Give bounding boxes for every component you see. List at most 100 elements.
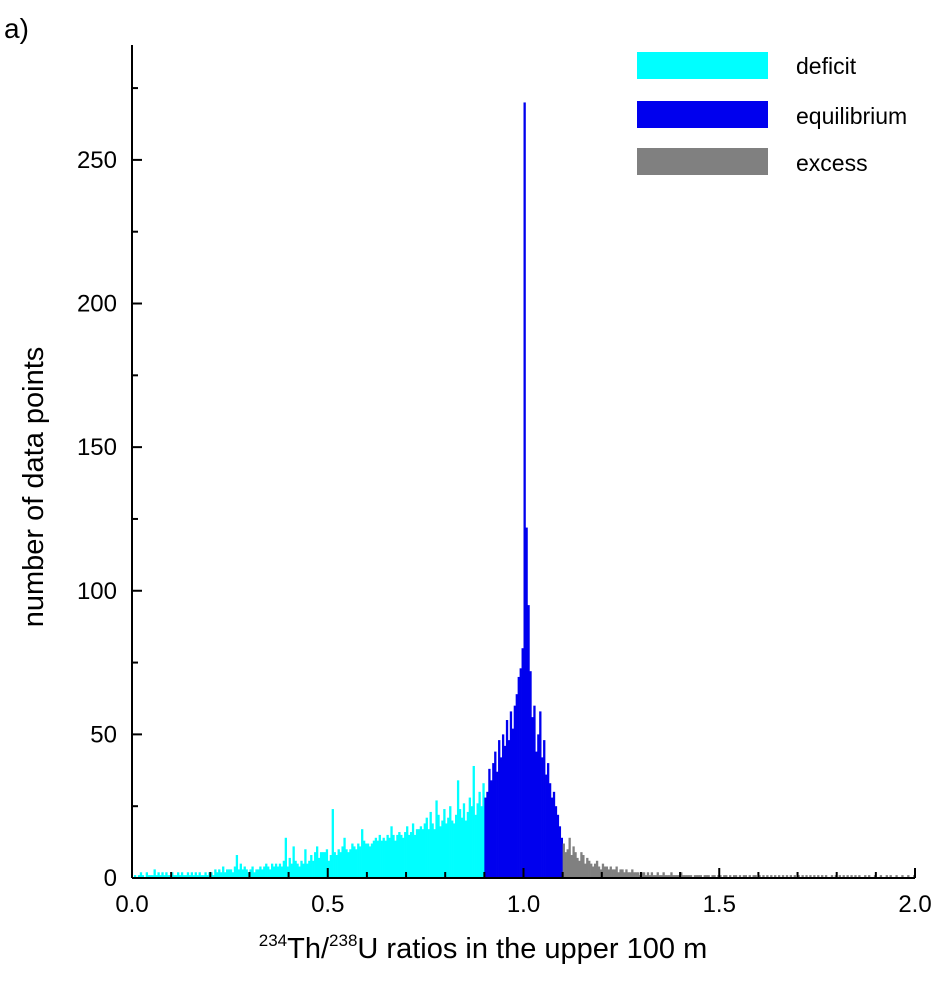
bar-deficit-95 bbox=[317, 857, 321, 878]
bar-excess-92 bbox=[742, 875, 746, 878]
bar-deficit-98 bbox=[323, 852, 327, 878]
bar-deficit-122 bbox=[370, 843, 374, 878]
bar-equilibrium-0 bbox=[484, 797, 487, 878]
bar-deficit-62 bbox=[253, 872, 256, 878]
bar-deficit-173 bbox=[470, 806, 473, 878]
bar-excess-87 bbox=[732, 875, 736, 878]
bar-excess-82 bbox=[723, 875, 726, 878]
bar-deficit-51 bbox=[231, 872, 235, 878]
bar-deficit-66 bbox=[261, 869, 264, 878]
bar-equilibrium-19 bbox=[521, 648, 524, 878]
bar-deficit-148 bbox=[421, 829, 425, 878]
bar-deficit-119 bbox=[364, 843, 368, 878]
bar-equilibrium-26 bbox=[535, 751, 538, 878]
bar-excess-3 bbox=[568, 837, 571, 878]
bar-deficit-131 bbox=[388, 837, 391, 878]
bar-deficit-107 bbox=[341, 846, 344, 878]
bar-deficit-127 bbox=[380, 840, 383, 878]
bar-excess-73 bbox=[705, 875, 708, 878]
bar-deficit-151 bbox=[427, 829, 430, 878]
bar-deficit-29 bbox=[188, 875, 192, 878]
bar-deficit-72 bbox=[272, 866, 276, 878]
bar-equilibrium-20 bbox=[523, 102, 526, 878]
bar-equilibrium-25 bbox=[533, 705, 536, 878]
bar-excess-128 bbox=[813, 875, 816, 878]
bar-equilibrium-28 bbox=[539, 711, 542, 878]
bar-excess-156 bbox=[868, 875, 871, 878]
bar-deficit-31 bbox=[192, 875, 195, 878]
bar-deficit-9 bbox=[149, 875, 152, 878]
bar-deficit-175 bbox=[474, 814, 477, 878]
bar-deficit-16 bbox=[163, 875, 166, 878]
bar-equilibrium-36 bbox=[554, 806, 558, 878]
bar-equilibrium-18 bbox=[519, 668, 522, 878]
bar-deficit-118 bbox=[362, 840, 366, 878]
bar-equilibrium-30 bbox=[543, 740, 546, 878]
x-axis-title-sup1: 234 bbox=[259, 931, 287, 950]
bar-deficit-144 bbox=[413, 834, 417, 878]
bar-deficit-13 bbox=[157, 872, 160, 878]
bar-deficit-97 bbox=[321, 852, 325, 878]
x-tick-label: 1.0 bbox=[507, 891, 540, 918]
bar-deficit-170 bbox=[464, 820, 468, 878]
bar-deficit-124 bbox=[374, 837, 378, 878]
bar-excess-74 bbox=[707, 875, 710, 878]
bar-excess-51 bbox=[662, 872, 665, 878]
bar-excess-45 bbox=[650, 872, 654, 878]
bar-excess-2 bbox=[566, 849, 569, 878]
bar-excess-122 bbox=[801, 875, 804, 878]
bar-excess-61 bbox=[682, 875, 685, 878]
bar-excess-124 bbox=[805, 875, 808, 878]
panel-label: a) bbox=[4, 13, 29, 44]
bar-excess-118 bbox=[793, 875, 796, 878]
bar-equilibrium-16 bbox=[515, 694, 518, 878]
bar-excess-65 bbox=[689, 875, 693, 878]
bar-excess-41 bbox=[642, 872, 646, 878]
bar-deficit-157 bbox=[439, 826, 442, 878]
bar-excess-132 bbox=[821, 875, 824, 878]
bar-excess-114 bbox=[785, 875, 789, 878]
bar-equilibrium-34 bbox=[550, 797, 554, 878]
bar-excess-162 bbox=[879, 875, 883, 878]
bar-equilibrium-22 bbox=[527, 605, 530, 878]
bar-deficit-28 bbox=[186, 872, 190, 878]
bar-deficit-137 bbox=[400, 834, 403, 878]
bar-excess-104 bbox=[766, 875, 769, 878]
bar-deficit-176 bbox=[476, 803, 479, 878]
y-tick-label: 100 bbox=[77, 578, 117, 605]
bar-deficit-169 bbox=[462, 803, 466, 878]
bar-deficit-88 bbox=[304, 849, 307, 878]
bar-excess-95 bbox=[748, 875, 751, 878]
bar-excess-31 bbox=[623, 872, 626, 878]
bar-deficit-45 bbox=[220, 872, 223, 878]
bar-deficit-130 bbox=[386, 834, 389, 878]
bar-deficit-135 bbox=[396, 834, 399, 878]
bar-deficit-112 bbox=[351, 843, 354, 878]
bar-deficit-161 bbox=[447, 817, 450, 878]
bar-deficit-164 bbox=[453, 823, 456, 878]
bar-deficit-83 bbox=[294, 860, 297, 878]
bar-deficit-109 bbox=[345, 849, 348, 878]
bar-excess-40 bbox=[640, 872, 644, 878]
bar-excess-88 bbox=[734, 875, 738, 878]
bar-deficit-81 bbox=[290, 863, 293, 878]
bar-excess-170 bbox=[895, 875, 898, 878]
bar-equilibrium-39 bbox=[560, 837, 563, 878]
bar-deficit-57 bbox=[243, 866, 246, 878]
bar-excess-141 bbox=[838, 875, 841, 878]
bar-excess-110 bbox=[777, 875, 781, 878]
legend-label-deficit: deficit bbox=[796, 53, 857, 79]
bar-excess-83 bbox=[725, 875, 728, 878]
bar-excess-143 bbox=[842, 875, 845, 878]
x-tick-label: 2.0 bbox=[898, 891, 931, 918]
bar-equilibrium-23 bbox=[529, 671, 532, 878]
bar-excess-68 bbox=[695, 875, 699, 878]
bar-equilibrium-12 bbox=[507, 740, 511, 878]
bar-equilibrium-33 bbox=[548, 783, 552, 878]
bar-excess-54 bbox=[668, 875, 671, 878]
bar-deficit-42 bbox=[214, 869, 217, 878]
legend-label-equilibrium: equilibrium bbox=[796, 103, 907, 129]
bar-deficit-108 bbox=[343, 837, 346, 878]
bar-deficit-163 bbox=[451, 820, 454, 878]
bar-excess-57 bbox=[674, 875, 677, 878]
